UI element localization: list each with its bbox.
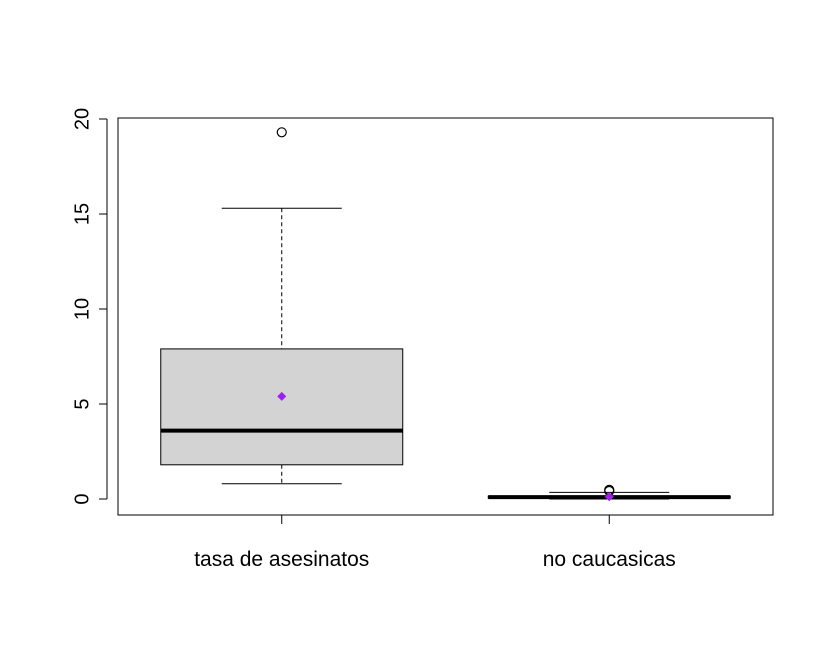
- x-axis: tasa de asesinatos no caucasicas: [194, 515, 676, 571]
- y-tick-label: 5: [71, 398, 93, 409]
- y-tick-label: 20: [71, 108, 93, 130]
- iqr-box: [160, 348, 404, 466]
- y-axis: 0 5 10 15 20: [71, 108, 108, 505]
- y-tick-label: 15: [71, 203, 93, 225]
- box-2: [487, 484, 731, 502]
- box-1: [160, 127, 404, 485]
- mean-marker: [604, 492, 614, 502]
- mean-marker: [277, 391, 287, 401]
- y-tick-label: 0: [71, 493, 93, 504]
- x-category-label: tasa de asesinatos: [194, 548, 369, 571]
- outlier-point: [276, 127, 287, 138]
- y-tick-label: 10: [71, 298, 93, 320]
- x-category-label: no caucasicas: [543, 548, 676, 571]
- boxes: [160, 127, 731, 502]
- plot-frame: [117, 117, 774, 516]
